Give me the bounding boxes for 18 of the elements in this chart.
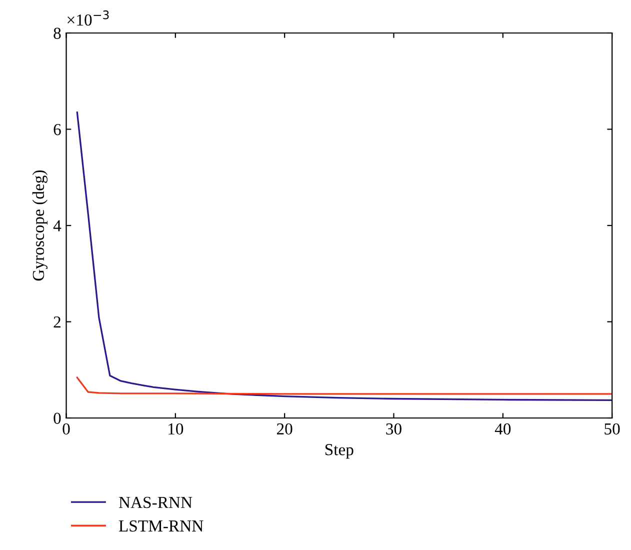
y-tick-label: 2 bbox=[54, 316, 60, 328]
x-tick-label: 40 bbox=[494, 423, 511, 435]
y-tick-label: 4 bbox=[53, 220, 62, 232]
y-tick-label: 6 bbox=[54, 124, 61, 136]
line-series bbox=[76, 376, 612, 395]
x-tick-label: 30 bbox=[386, 423, 402, 435]
x-tick-label: 10 bbox=[168, 423, 184, 435]
y-axis-title: Gyroscope (deg) bbox=[32, 170, 48, 281]
legend-label: NAS-RNN bbox=[118, 496, 192, 508]
x-tick-label: 20 bbox=[276, 423, 292, 435]
x-tick-label: 0 bbox=[62, 423, 70, 435]
y-tick-label: 8 bbox=[54, 28, 61, 39]
line-series bbox=[76, 112, 612, 402]
x-axis-title: Step bbox=[325, 444, 354, 459]
legend-label: LSTM-RNN bbox=[118, 520, 204, 532]
y-tick-label: 0 bbox=[54, 412, 61, 424]
text: ×10$^{−3}$ bbox=[68, 10, 109, 26]
x-tick-label: 50 bbox=[604, 423, 620, 435]
